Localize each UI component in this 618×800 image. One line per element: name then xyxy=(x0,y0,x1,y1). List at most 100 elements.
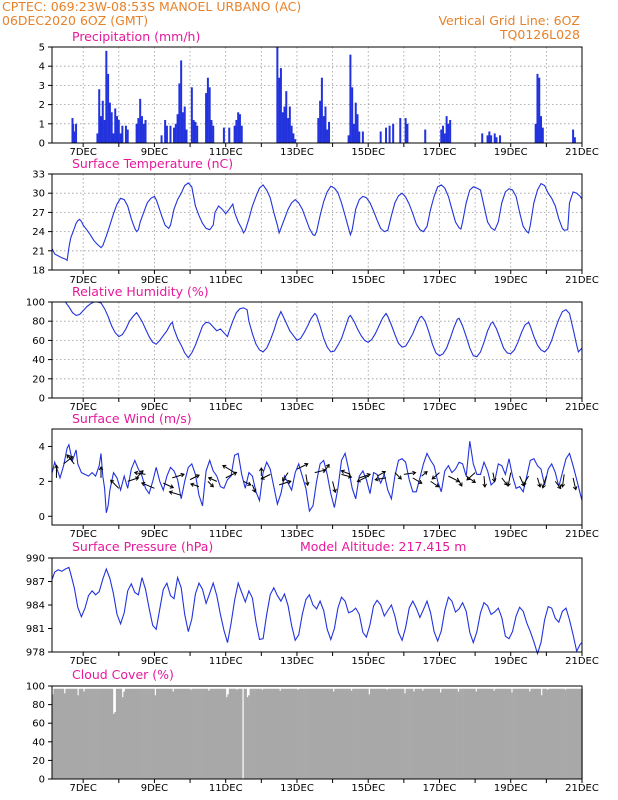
wind-vector-head xyxy=(259,467,264,472)
temp-ytick-label: 27 xyxy=(32,208,45,219)
cloud-bar xyxy=(521,688,524,779)
cloud-bar xyxy=(237,688,240,779)
precip-bar xyxy=(185,129,188,143)
precip-bar xyxy=(442,125,445,143)
cloud-bar xyxy=(54,688,57,779)
cloud-bar xyxy=(233,688,236,779)
cloud-bar xyxy=(453,688,455,779)
precip-bar xyxy=(285,91,288,143)
cloud-bar xyxy=(154,695,157,779)
cloud-bar xyxy=(277,688,280,779)
rh-frame xyxy=(51,301,583,399)
cloud-bar xyxy=(448,688,451,779)
precip-bar xyxy=(135,123,138,143)
cloud-bar xyxy=(144,688,146,779)
cloud-bar xyxy=(479,688,482,779)
precip-bar xyxy=(208,87,211,143)
cloud-bar xyxy=(108,688,111,779)
precip-bar xyxy=(180,60,183,143)
precip-bar xyxy=(281,112,284,143)
temp-ytick-label: 21 xyxy=(32,246,45,257)
cloud-bar xyxy=(533,688,536,779)
wind-vector xyxy=(561,474,565,488)
cloud-bar xyxy=(509,688,512,779)
cloud-bar xyxy=(457,691,460,779)
cloud-bar xyxy=(517,688,519,779)
pressure-date-label: 21DEC xyxy=(565,656,599,667)
temp-date-label: 11DEC xyxy=(209,275,243,286)
precip-bar xyxy=(114,108,117,143)
wind-vector xyxy=(403,472,416,475)
wind-vector-head xyxy=(247,481,252,486)
cloud-bar xyxy=(75,688,78,779)
cloud-bar xyxy=(261,689,264,779)
cloud-bar xyxy=(124,688,127,779)
cloud-bar xyxy=(485,688,488,779)
cloud-bar xyxy=(561,688,564,779)
precip-bar xyxy=(75,123,78,143)
cloud-bar xyxy=(188,688,191,779)
cloud-bar xyxy=(372,688,375,779)
header-date: 06DEC2020 6OZ (GMT) xyxy=(2,13,148,28)
precip-bar xyxy=(392,123,395,143)
precip-bar xyxy=(440,129,443,143)
wind-vector-head xyxy=(374,476,379,482)
wind-vector xyxy=(189,474,200,481)
cloud-bar xyxy=(355,688,357,779)
cloud-bar xyxy=(402,688,405,779)
cloud-bar xyxy=(249,688,252,779)
wind-vector-head xyxy=(140,481,146,487)
cloud-bar xyxy=(150,688,152,779)
cloud-bar xyxy=(53,688,56,779)
cloud-bar xyxy=(286,688,289,779)
cloud-bar xyxy=(121,697,124,779)
wind-vector-head xyxy=(110,479,115,484)
wind-vector-head xyxy=(557,485,562,490)
cloud-bar xyxy=(555,688,558,779)
cloud-bar xyxy=(493,690,496,779)
cloud-bar xyxy=(500,688,503,779)
cloud-bar xyxy=(456,688,458,779)
wind-date-label: 15DEC xyxy=(351,529,385,540)
wind-vector-head xyxy=(466,476,471,481)
cloud-bar xyxy=(462,688,464,779)
cloud-bar xyxy=(175,688,178,779)
cloud-bar xyxy=(478,688,481,779)
wind-vector-head xyxy=(98,466,104,471)
cloud-bar xyxy=(271,688,274,779)
cloud-bar xyxy=(197,688,200,779)
cloud-bar xyxy=(304,688,307,779)
wind-vector-head xyxy=(69,456,74,461)
cloud-bar xyxy=(350,690,353,779)
precip-bar xyxy=(278,77,281,143)
precip-bar xyxy=(499,135,502,143)
cloud-bar xyxy=(95,688,97,779)
precip-bar xyxy=(406,123,409,143)
cloud-bar xyxy=(530,688,533,779)
pressure-ytick-label: 978 xyxy=(26,648,45,659)
wind-vector-head xyxy=(168,490,173,495)
cloud-bar xyxy=(438,688,441,779)
cloud-bar xyxy=(347,688,350,779)
cloud-bar xyxy=(292,688,295,779)
cloud-bar xyxy=(326,688,329,779)
cloud-bar xyxy=(429,688,432,779)
temp-date-label: 13DEC xyxy=(280,275,314,286)
cloud-bar xyxy=(243,688,246,779)
cloud-bar xyxy=(93,688,96,779)
cloud-bar xyxy=(473,688,476,779)
cloud-bar xyxy=(77,695,80,779)
cloud-bar xyxy=(295,688,298,779)
cloud-bar xyxy=(537,688,540,779)
cloud-bar xyxy=(563,688,565,779)
cloud-bar xyxy=(57,688,60,779)
cloud-bar xyxy=(520,688,522,779)
precip-bar xyxy=(279,68,282,143)
precip-bar xyxy=(169,125,172,143)
precip-bar xyxy=(107,73,110,143)
cloud-bar xyxy=(114,712,117,779)
wind-vector xyxy=(394,472,402,480)
wind-vector xyxy=(251,484,256,493)
wind-vector-head xyxy=(471,479,476,483)
cloud-bar xyxy=(576,688,579,779)
